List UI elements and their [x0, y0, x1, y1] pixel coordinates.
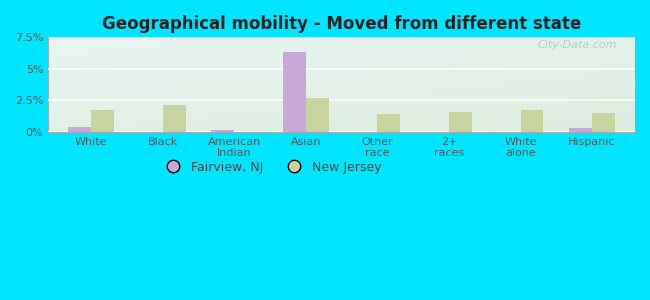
Text: City-Data.com: City-Data.com — [538, 40, 617, 50]
Bar — [68, 127, 91, 132]
Bar — [91, 110, 114, 132]
Bar — [569, 128, 592, 132]
Legend: Fairview, NJ, New Jersey: Fairview, NJ, New Jersey — [156, 156, 387, 178]
Bar — [306, 98, 329, 132]
Bar — [449, 112, 472, 132]
Bar — [162, 105, 186, 132]
Title: Geographical mobility - Moved from different state: Geographical mobility - Moved from diffe… — [102, 15, 581, 33]
Bar — [521, 110, 543, 132]
Bar — [283, 52, 306, 132]
Bar — [592, 113, 615, 132]
Bar — [211, 130, 234, 132]
Bar — [378, 114, 400, 132]
